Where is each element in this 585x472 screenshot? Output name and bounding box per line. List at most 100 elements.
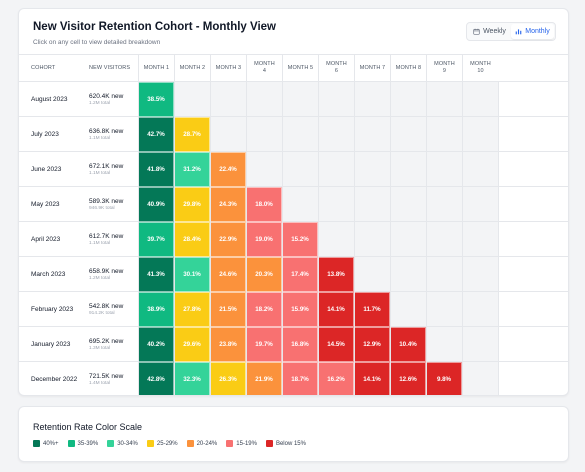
legend-swatch xyxy=(33,440,40,447)
new-visitors-cell: 672.1K new 1.1M total xyxy=(89,152,123,187)
total-visitors-count: 946.9K total xyxy=(89,206,115,211)
retention-cell[interactable]: 18.7% xyxy=(282,362,318,395)
retention-cell[interactable]: 21.9% xyxy=(246,362,282,395)
retention-cell[interactable]: 14.5% xyxy=(318,327,354,362)
empty-cell-area xyxy=(174,82,498,116)
retention-cell[interactable]: 18.0% xyxy=(246,187,282,222)
new-visitors-count: 695.2K new xyxy=(89,338,124,345)
retention-cell[interactable]: 15.9% xyxy=(282,292,318,327)
retention-cell[interactable]: 24.3% xyxy=(210,187,246,222)
retention-cell[interactable]: 16.8% xyxy=(282,327,318,362)
grid-line xyxy=(462,82,463,395)
new-visitors-count: 721.5K new xyxy=(89,373,124,380)
total-visitors-count: 1.2M total xyxy=(89,101,111,106)
retention-cell[interactable]: 20.3% xyxy=(246,257,282,292)
cohort-label: March 2023 xyxy=(31,270,66,278)
monthly-toggle-label: Monthly xyxy=(525,28,550,35)
legend-swatch xyxy=(146,440,154,447)
retention-cell[interactable]: 27.8% xyxy=(174,292,210,327)
monthly-toggle-button[interactable]: Monthly xyxy=(511,24,554,39)
retention-cell[interactable]: 12.6% xyxy=(390,362,426,395)
legend-item: 15-19% xyxy=(226,440,257,447)
total-visitors-count: 1.2M total xyxy=(89,276,111,281)
empty-cell-area xyxy=(462,362,498,395)
retention-cell[interactable]: 39.7% xyxy=(138,222,174,257)
total-visitors-count: 1.1M total xyxy=(89,241,111,246)
legend-item: 40%+ xyxy=(33,440,59,447)
new-visitors-cell: 620.4K new 1.2M total xyxy=(89,82,123,117)
retention-cell[interactable]: 32.3% xyxy=(174,362,210,395)
retention-cell[interactable]: 13.8% xyxy=(318,257,354,292)
new-visitors-count: 612.7K new xyxy=(89,233,124,240)
month-column-header: MONTH 1 xyxy=(138,54,174,82)
retention-cell[interactable]: 15.2% xyxy=(282,222,318,257)
retention-cell[interactable]: 42.8% xyxy=(138,362,174,395)
new-visitors-cell: 721.5K new 1.4M total xyxy=(89,362,124,395)
retention-cell[interactable]: 22.4% xyxy=(210,152,246,187)
retention-cell[interactable]: 9.8% xyxy=(426,362,462,395)
legend-label: 25-29% xyxy=(156,440,178,447)
retention-cell[interactable]: 19.7% xyxy=(246,327,282,362)
retention-cell[interactable]: 12.9% xyxy=(354,327,390,362)
weekly-toggle-button[interactable]: Weekly xyxy=(468,24,511,39)
retention-cell[interactable]: 21.5% xyxy=(210,292,246,327)
retention-cell[interactable]: 19.0% xyxy=(246,222,282,257)
legend-item: 25-29% xyxy=(146,440,178,447)
cohort-label: February 2023 xyxy=(31,305,74,313)
total-visitors-count: 1.4M total xyxy=(89,381,111,386)
retention-cell[interactable]: 17.4% xyxy=(282,257,318,292)
view-toggle: Weekly Monthly xyxy=(466,22,556,41)
retention-cell[interactable]: 31.2% xyxy=(174,152,210,187)
legend-swatch xyxy=(67,440,75,447)
retention-cell[interactable]: 22.9% xyxy=(210,222,246,257)
legend-swatch xyxy=(107,440,115,447)
cohort-label: June 2023 xyxy=(31,165,62,173)
grid-line xyxy=(282,82,283,395)
grid-line xyxy=(174,82,175,395)
retention-cell[interactable]: 29.8% xyxy=(174,187,210,222)
retention-cell[interactable]: 42.7% xyxy=(138,117,174,152)
new-visitors-cell: 589.3K new 946.9K total xyxy=(89,187,123,222)
retention-cell[interactable]: 26.3% xyxy=(210,362,246,395)
legend-label: 30-34% xyxy=(117,440,138,447)
retention-cell[interactable]: 38.5% xyxy=(138,82,174,117)
cohort-table: COHORT NEW VISITORS MONTH 1 MONTH 2 MONTH … xyxy=(19,54,568,395)
retention-cell[interactable]: 24.6% xyxy=(210,257,246,292)
retention-cell[interactable]: 14.1% xyxy=(354,362,390,395)
new-visitors-count: 658.9K new xyxy=(89,268,124,275)
retention-cell[interactable]: 40.2% xyxy=(138,327,174,362)
grid-line xyxy=(210,82,211,395)
page-title: New Visitor Retention Cohort - Monthly V… xyxy=(33,21,277,33)
retention-cell[interactable]: 38.9% xyxy=(138,292,174,327)
new-visitors-cell: 542.8K new 914.2K total xyxy=(89,292,123,327)
legend-label: 20-24% xyxy=(196,440,218,447)
retention-cell[interactable]: 28.7% xyxy=(174,117,210,152)
retention-cell[interactable]: 18.2% xyxy=(246,292,282,327)
retention-cell[interactable]: 14.1% xyxy=(318,292,354,327)
retention-cell[interactable]: 23.8% xyxy=(210,327,246,362)
grid-line xyxy=(498,82,499,395)
new-visitors-column-header: NEW VISITORS xyxy=(89,65,131,71)
retention-cell[interactable]: 41.8% xyxy=(138,152,174,187)
grid-line xyxy=(426,82,427,395)
month-column-header: MONTH 5 xyxy=(282,54,318,82)
retention-cell[interactable]: 11.7% xyxy=(354,292,390,327)
retention-cell[interactable]: 30.1% xyxy=(174,257,210,292)
cohort-label: May 2023 xyxy=(31,200,60,208)
month-column-header: MONTH 8 xyxy=(390,54,426,82)
retention-cell[interactable]: 40.9% xyxy=(138,187,174,222)
empty-cell-area xyxy=(246,152,498,186)
cohort-label: December 2022 xyxy=(31,375,78,383)
legend-item: 20-24% xyxy=(186,440,218,447)
retention-cell[interactable]: 41.3% xyxy=(138,257,174,292)
cohort-label: July 2023 xyxy=(31,130,59,138)
new-visitors-count: 672.1K new xyxy=(89,163,124,170)
new-visitors-cell: 658.9K new 1.2M total xyxy=(89,257,123,292)
retention-cell[interactable]: 10.4% xyxy=(390,327,426,362)
total-visitors-count: 1.1M total xyxy=(89,171,111,176)
retention-cell[interactable]: 29.6% xyxy=(174,327,210,362)
retention-cell[interactable]: 16.2% xyxy=(318,362,354,395)
legend-label: 35-39% xyxy=(77,440,99,447)
cohort-card: New Visitor Retention Cohort - Monthly V… xyxy=(18,8,569,396)
retention-cell[interactable]: 28.4% xyxy=(174,222,210,257)
